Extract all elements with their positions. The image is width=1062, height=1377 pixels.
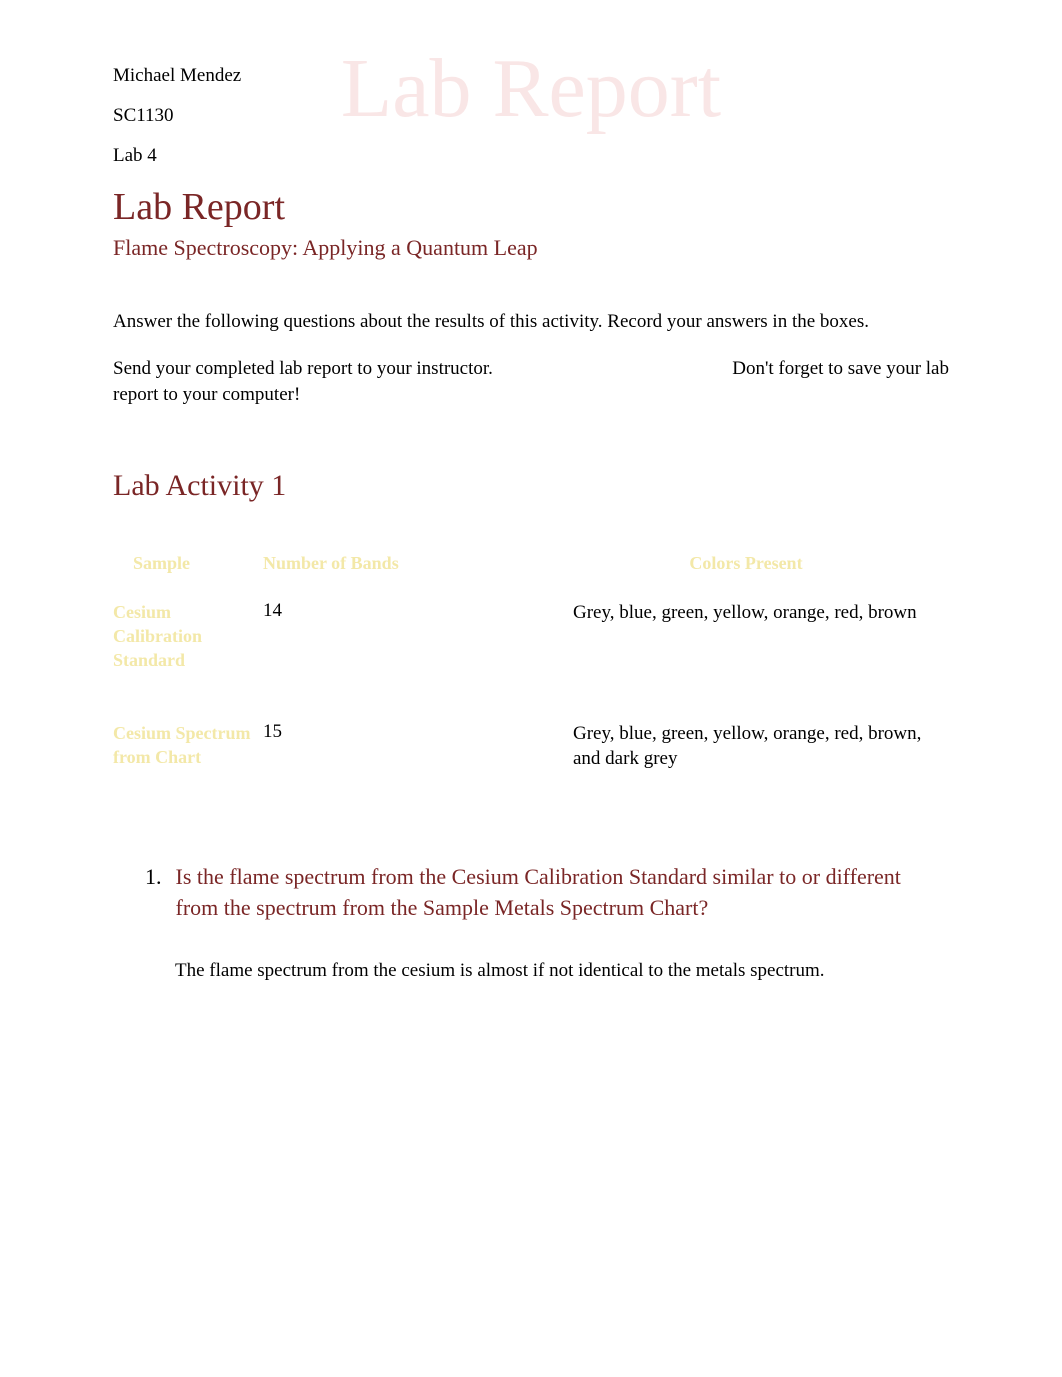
instructions-right: Don't forget to save your lab bbox=[732, 356, 949, 383]
table-header-row: Sample Number of Bands Colors Present bbox=[113, 553, 949, 574]
cell-sample: Cesium Calibration Standard bbox=[113, 600, 263, 673]
cell-bands: 14 bbox=[263, 600, 543, 622]
instructions-para-1: Answer the following questions about the… bbox=[113, 309, 949, 336]
instructions-cont: report to your computer! bbox=[113, 382, 949, 409]
instructions-left: Send your completed lab report to your i… bbox=[113, 356, 493, 383]
activity-title: Lab Activity 1 bbox=[113, 469, 949, 503]
instructions: Answer the following questions about the… bbox=[113, 309, 949, 409]
cell-sample: Cesium Spectrum from Chart bbox=[113, 721, 263, 770]
lab-number: Lab 4 bbox=[113, 145, 949, 167]
document-content: Michael Mendez SC1130 Lab 4 Lab Report F… bbox=[113, 65, 949, 982]
student-name: Michael Mendez bbox=[113, 65, 949, 87]
cell-colors: Grey, blue, green, yellow, orange, red, … bbox=[543, 721, 949, 772]
page-subtitle: Flame Spectroscopy: Applying a Quantum L… bbox=[113, 235, 949, 261]
answer-text: The flame spectrum from the cesium is al… bbox=[113, 960, 949, 982]
column-header-bands: Number of Bands bbox=[263, 553, 543, 574]
page-title: Lab Report bbox=[113, 185, 949, 229]
question-text: Is the flame spectrum from the Cesium Ca… bbox=[176, 862, 950, 924]
instructions-para-2: Send your completed lab report to your i… bbox=[113, 356, 949, 409]
cell-bands: 15 bbox=[263, 721, 543, 743]
question-block: 1. Is the flame spectrum from the Cesium… bbox=[113, 862, 949, 924]
question-number: 1. bbox=[145, 862, 162, 924]
table-row: Cesium Spectrum from Chart 15 Grey, blue… bbox=[113, 721, 949, 772]
cell-colors: Grey, blue, green, yellow, orange, red, … bbox=[543, 600, 949, 626]
column-header-sample: Sample bbox=[113, 553, 263, 574]
table-row: Cesium Calibration Standard 14 Grey, blu… bbox=[113, 600, 949, 673]
data-table: Sample Number of Bands Colors Present Ce… bbox=[113, 553, 949, 772]
course-code: SC1130 bbox=[113, 105, 949, 127]
column-header-colors: Colors Present bbox=[543, 553, 949, 574]
